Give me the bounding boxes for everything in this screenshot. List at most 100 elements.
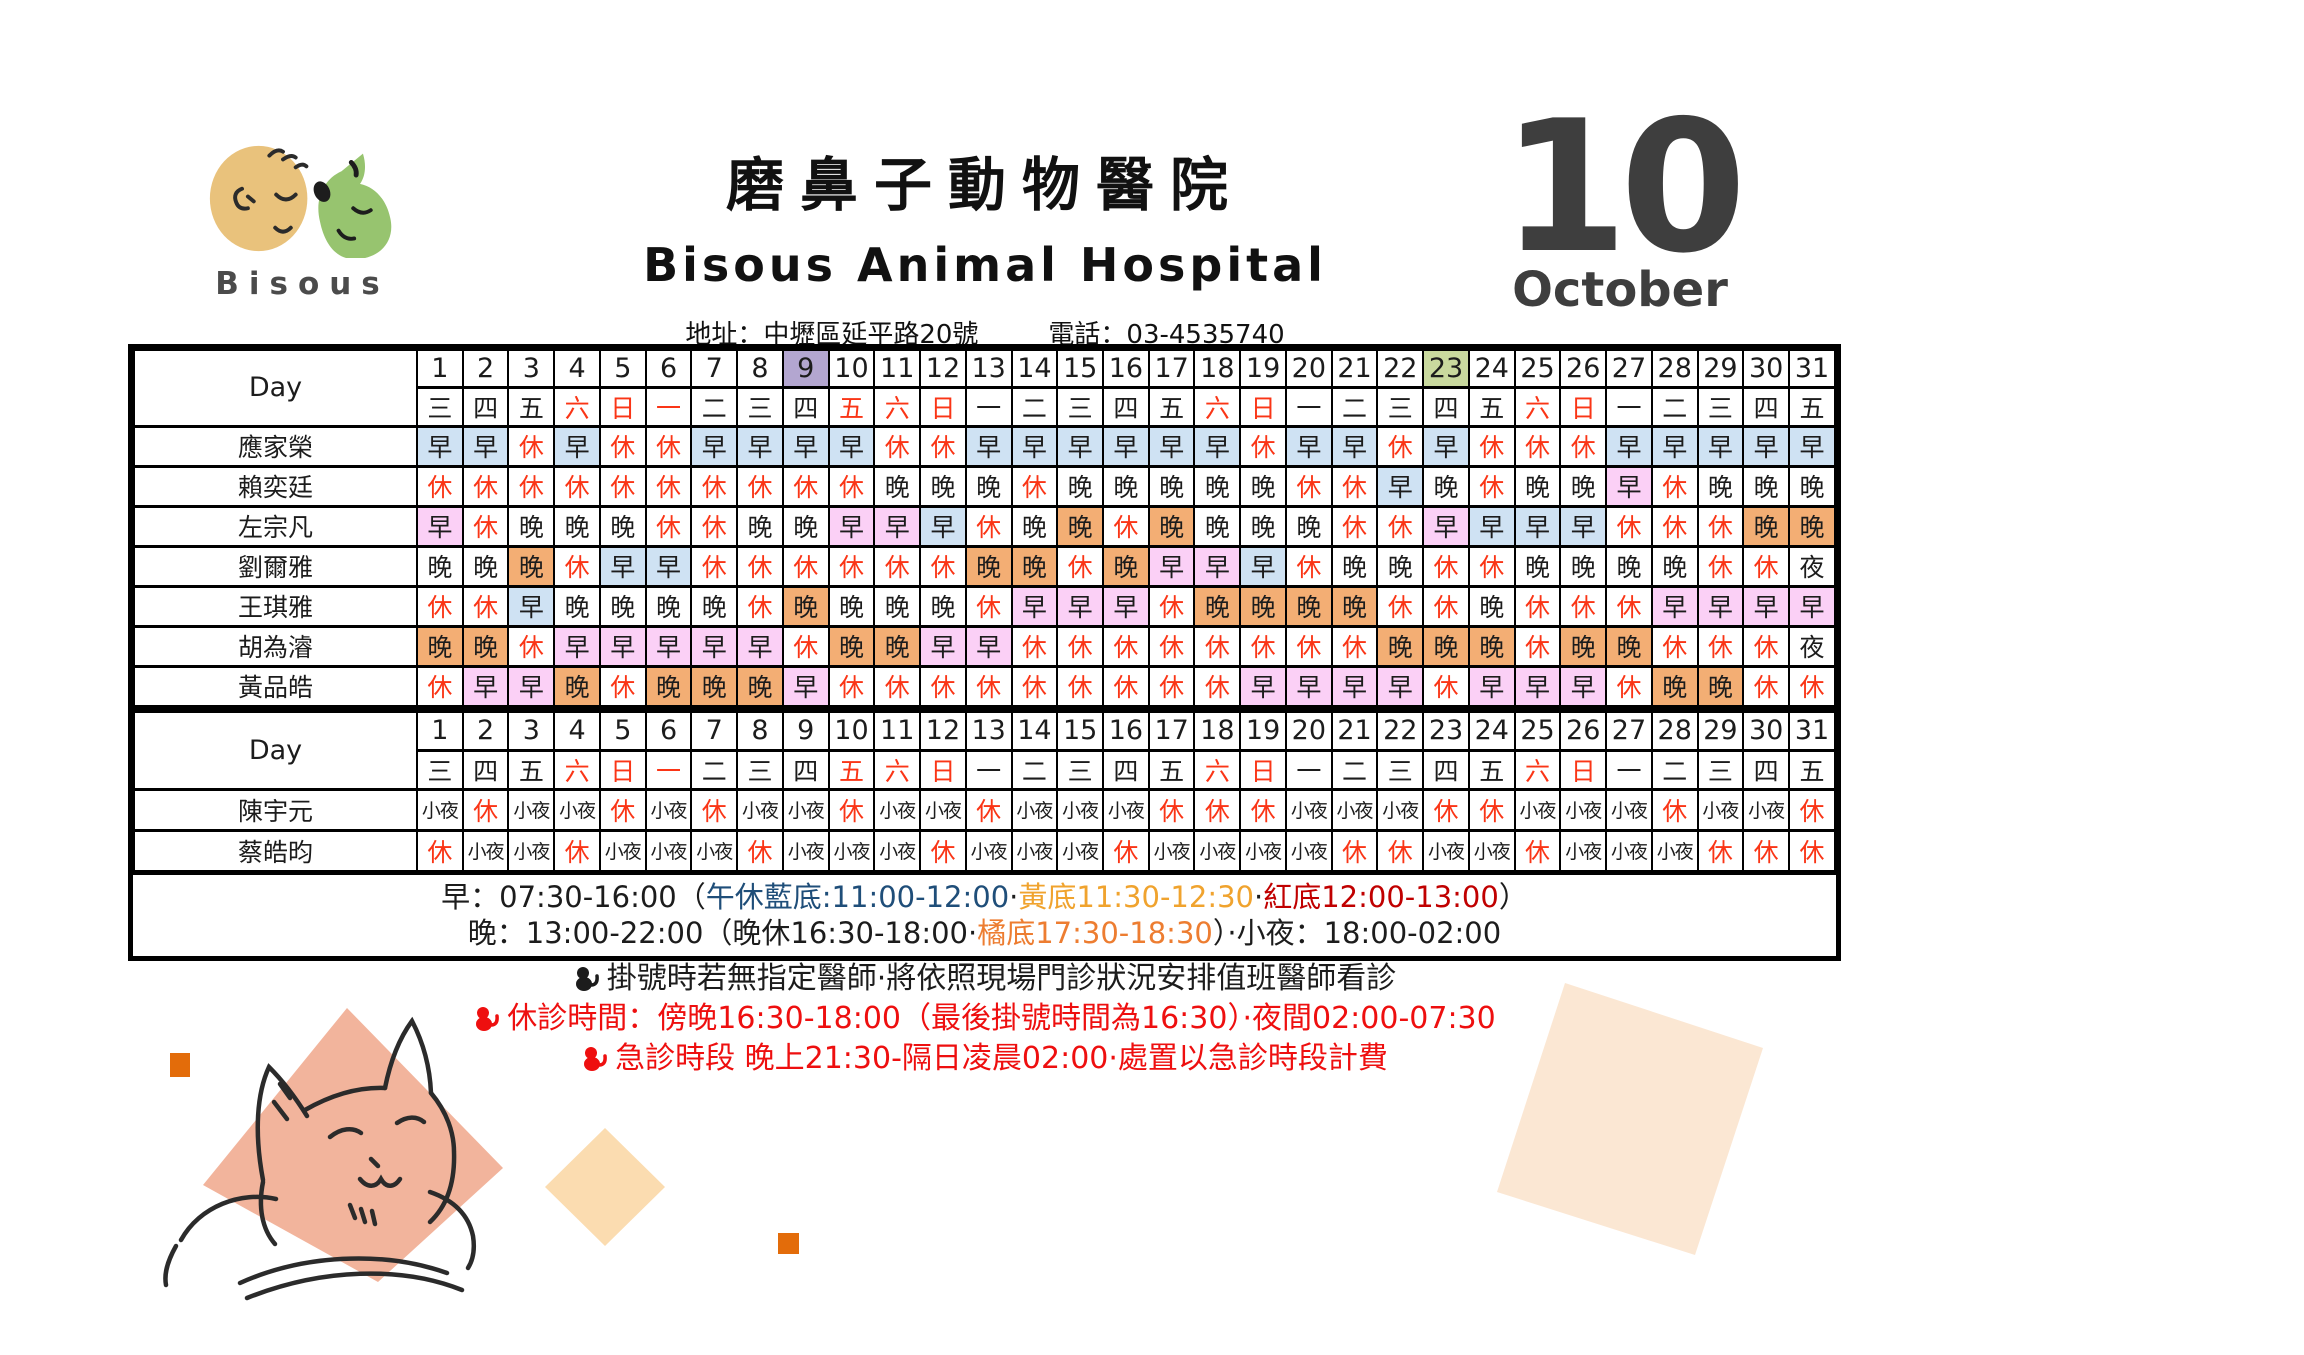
shift-cell: 小夜 — [1605, 828, 1653, 872]
day-cell: 24 — [1467, 711, 1516, 751]
shift-cell: 晚 — [1102, 544, 1150, 587]
shift-cell: 休 — [1696, 828, 1745, 872]
shift-cell: 休 — [553, 828, 601, 872]
day-cell: 24 — [1467, 349, 1516, 388]
shift-cell: 晚 — [1376, 544, 1425, 587]
shift-cell: 小夜 — [964, 828, 1013, 872]
shift-cell: 小夜 — [1422, 828, 1470, 872]
shift-cell: 晚 — [1193, 504, 1242, 547]
shift-cell: 休 — [964, 787, 1013, 831]
day-cell: 16 — [1102, 711, 1150, 751]
weekday-cell: 一 — [964, 385, 1013, 427]
shift-cell: 早 — [736, 424, 784, 467]
shift-cell: 休 — [1788, 787, 1836, 831]
shift-cell: 晚 — [598, 584, 647, 627]
shift-cell: 早 — [461, 424, 510, 467]
section-divider — [133, 707, 1836, 711]
shift-cell: 小夜 — [1010, 828, 1059, 872]
shift-cell: 小夜 — [1559, 787, 1608, 831]
day-cell: 2 — [461, 349, 510, 388]
shift-cell: 晚 — [461, 544, 510, 587]
cream-square-icon — [1497, 983, 1763, 1255]
shift-cell: 休 — [416, 664, 464, 707]
doctor-name: 黃品皓 — [133, 664, 418, 707]
day-cell: 7 — [690, 349, 739, 388]
shift-cell: 休 — [1284, 544, 1333, 587]
shift-cell: 小夜 — [1284, 828, 1333, 872]
legend-line-morning: 早：07:30-16:00（午休藍底:11:00-12:00·黃底11:30-1… — [133, 879, 1836, 915]
shift-cell: 早 — [553, 424, 601, 467]
weekday-cell: 三 — [736, 385, 784, 427]
shift-cell: 早 — [1650, 584, 1699, 627]
shift-cell: 早 — [1605, 424, 1653, 467]
day-cell: 17 — [1147, 711, 1196, 751]
weekday-cell: 三 — [416, 385, 464, 427]
shift-cell: 晚 — [416, 624, 464, 667]
shift-cell: 休 — [1650, 787, 1699, 831]
day-cell: 13 — [964, 711, 1013, 751]
logo-wordmark: Bisous — [215, 266, 390, 302]
shift-cell: 休 — [1376, 828, 1425, 872]
weekday-cell: 四 — [1102, 748, 1150, 790]
day-cell: 8 — [736, 711, 784, 751]
shift-cell: 早 — [781, 424, 830, 467]
weekday-cell: 三 — [736, 748, 784, 790]
shift-cell: 休 — [1467, 544, 1516, 587]
shift-cell: 晚 — [1056, 504, 1105, 547]
shift-cell: 小夜 — [919, 787, 967, 831]
shift-cell: 休 — [1010, 664, 1059, 707]
doctor-name: 賴奕廷 — [133, 464, 418, 507]
shift-cell: 晚 — [1147, 464, 1196, 507]
shift-cell: 早 — [1239, 664, 1287, 707]
shift-cell: 休 — [1467, 787, 1516, 831]
shift-cell: 晚 — [1788, 464, 1836, 507]
weekday-cell: 五 — [1467, 385, 1516, 427]
shift-cell: 晚 — [919, 584, 967, 627]
shift-cell: 休 — [1330, 464, 1379, 507]
shift-cell: 早 — [1147, 424, 1196, 467]
day-cell: 22 — [1376, 349, 1425, 388]
day-cell: 19 — [1239, 349, 1287, 388]
shift-cell: 晚 — [1513, 544, 1562, 587]
shift-cell: 晚 — [1605, 624, 1653, 667]
shift-cell: 休 — [553, 464, 601, 507]
day-cell: 29 — [1696, 711, 1745, 751]
weekday-cell: 三 — [1056, 748, 1105, 790]
day-cell: 7 — [690, 711, 739, 751]
shift-cell: 小夜 — [1193, 828, 1242, 872]
shift-cell: 早 — [964, 424, 1013, 467]
weekday-cell: 四 — [461, 748, 510, 790]
shift-cell: 早 — [1330, 424, 1379, 467]
day-cell: 29 — [1696, 349, 1745, 388]
day-cell: 31 — [1788, 349, 1836, 388]
shift-cell: 小夜 — [553, 787, 601, 831]
day-cell: 5 — [598, 349, 647, 388]
shift-cell: 休 — [827, 787, 876, 831]
legend-segment: · — [1009, 880, 1019, 914]
month-name: October — [1512, 262, 1728, 318]
weekday-cell: 四 — [1422, 748, 1470, 790]
shift-cell: 晚 — [507, 504, 556, 547]
shift-cell: 早 — [1056, 584, 1105, 627]
shift-cell: 晚 — [781, 584, 830, 627]
weekday-cell: 三 — [416, 748, 464, 790]
shift-cell: 小夜 — [1467, 828, 1516, 872]
weekday-cell: 一 — [644, 385, 693, 427]
shift-cell: 早 — [1650, 424, 1699, 467]
weekday-cell: 一 — [1284, 385, 1333, 427]
legend-segment: 早：07:30-16:00（ — [441, 880, 706, 914]
shift-cell: 小夜 — [461, 828, 510, 872]
doctor-name: 胡為濬 — [133, 624, 418, 667]
day-cell: 16 — [1102, 349, 1150, 388]
day-cell: 27 — [1605, 349, 1653, 388]
shift-cell: 休 — [1102, 828, 1150, 872]
shift-cell: 晚 — [1605, 544, 1653, 587]
weekday-cell: 日 — [598, 748, 647, 790]
shift-cell: 休 — [919, 544, 967, 587]
shift-cell: 晚 — [1650, 664, 1699, 707]
shift-cell: 休 — [827, 544, 876, 587]
shift-cell: 早 — [1742, 584, 1791, 627]
weekday-cell: 六 — [873, 385, 922, 427]
shift-cell: 休 — [964, 504, 1013, 547]
